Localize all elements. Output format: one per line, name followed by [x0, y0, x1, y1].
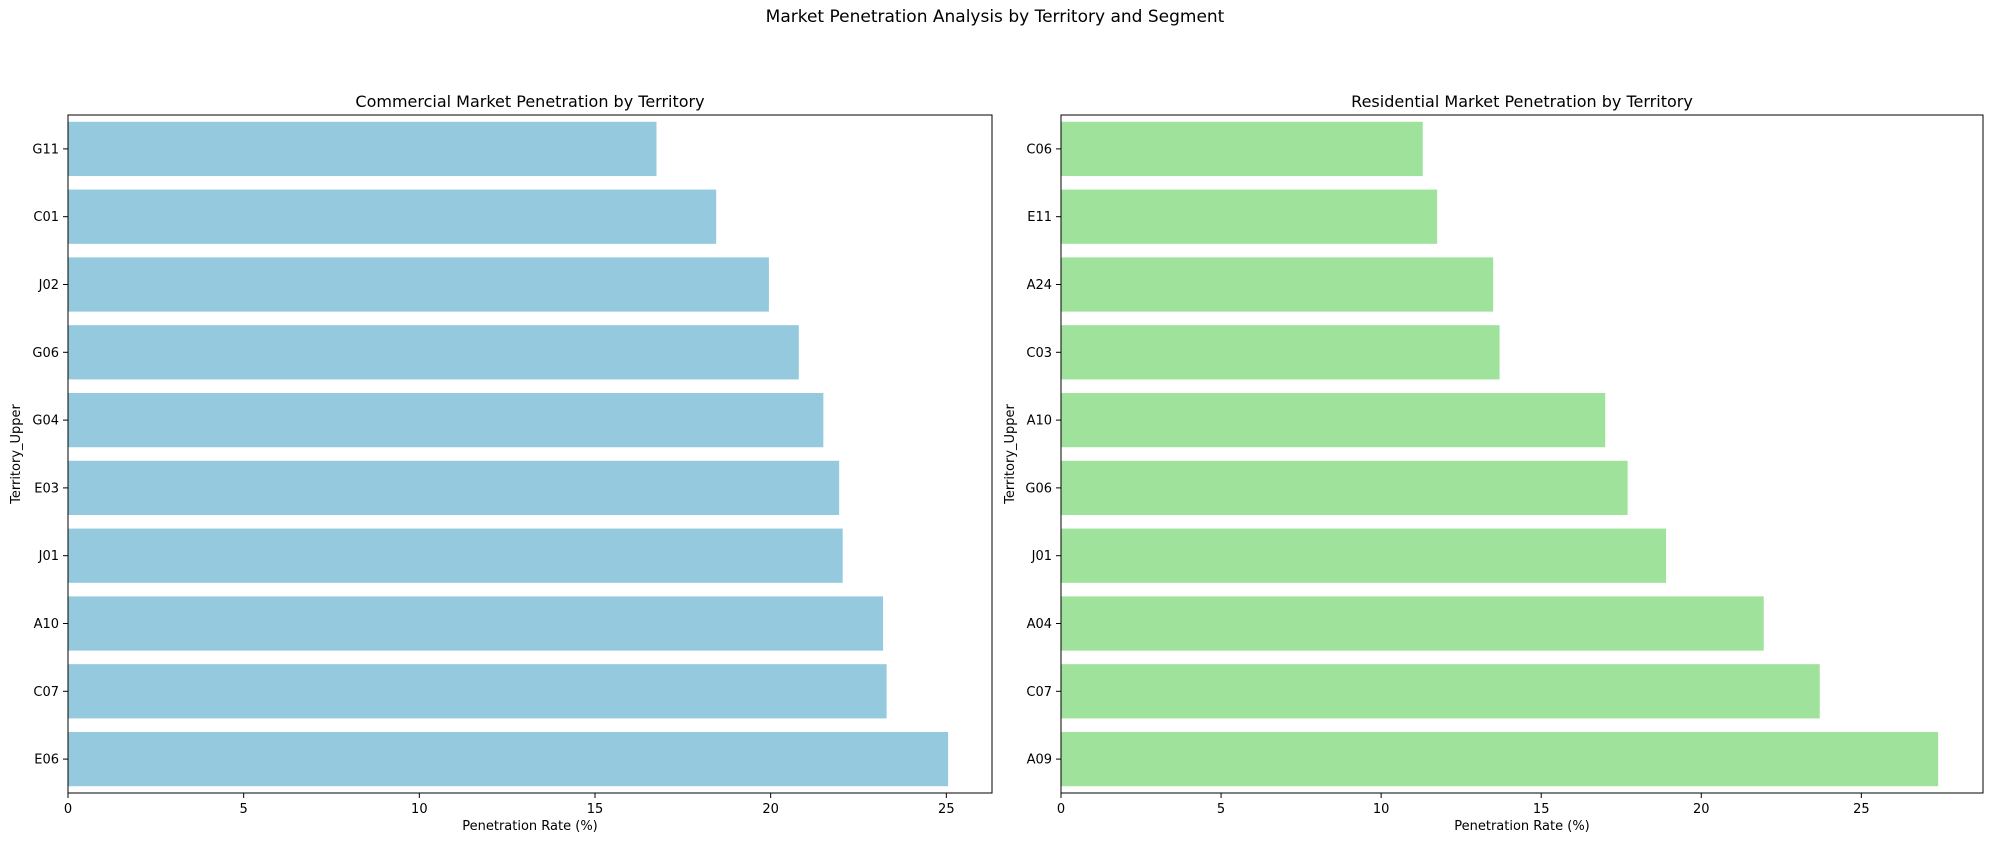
commercial-x-tick-label: 5	[240, 802, 248, 817]
residential-y-tick-label: J01	[1031, 549, 1052, 564]
residential-y-tick-label: A10	[1027, 414, 1052, 429]
residential-bar-a04	[1061, 596, 1764, 651]
residential-y-tick-label: C06	[1026, 142, 1052, 157]
residential-y-tick-label: C03	[1026, 346, 1052, 361]
commercial-bar-g11	[68, 121, 657, 177]
commercial-x-tick-label: 10	[411, 802, 428, 817]
residential-y-tick-label: C07	[1026, 685, 1052, 700]
residential-x-tick-label: 20	[1693, 802, 1710, 817]
residential-bar-c06	[1061, 121, 1423, 177]
commercial-x-tick-label: 20	[762, 802, 779, 817]
residential-plot-frame	[1060, 114, 1984, 794]
residential-x-tick-label: 25	[1853, 802, 1870, 817]
commercial-y-tick-label: J01	[38, 549, 59, 564]
residential-y-tick-label: G06	[1025, 481, 1052, 496]
commercial-bars	[68, 121, 949, 787]
commercial-bar-a10	[68, 596, 884, 651]
residential-x-tick-label: 0	[1057, 802, 1065, 817]
commercial-y-tick-label: G06	[32, 346, 59, 361]
commercial-x-ticks: 0 5 10 15 20 25	[64, 793, 955, 817]
commercial-bar-g04	[68, 392, 824, 448]
residential-x-tick-label: 10	[1373, 802, 1390, 817]
commercial-x-axis-label: Penetration Rate (%)	[462, 819, 598, 834]
residential-bar-a24	[1061, 257, 1494, 312]
commercial-bar-c01	[68, 189, 717, 244]
residential-bar-g06	[1061, 460, 1628, 516]
commercial-y-tick-label: J02	[38, 278, 59, 293]
commercial-y-tick-label: A10	[34, 617, 59, 632]
commercial-bar-e06	[68, 731, 949, 787]
residential-y-axis-label: Territory_Upper	[1003, 403, 1018, 504]
commercial-bar-j02	[68, 257, 769, 312]
commercial-bar-j01	[68, 528, 843, 583]
residential-y-tick-label: A09	[1027, 753, 1052, 768]
commercial-x-tick-label: 25	[938, 802, 955, 817]
residential-chart-title: Residential Market Penetration by Territ…	[1351, 92, 1693, 111]
residential-bar-c07	[1061, 664, 1820, 719]
commercial-bar-g06	[68, 325, 799, 380]
commercial-y-ticks: G11 C01 J02 G06 G04 E03 J01 A10 C07 E06	[32, 142, 68, 768]
commercial-y-axis-label: Territory_Upper	[9, 403, 24, 504]
residential-bar-j01	[1061, 528, 1667, 583]
commercial-chart-panel: Commercial Market Penetration by Territo…	[9, 92, 993, 834]
commercial-bar-e03	[68, 460, 840, 516]
commercial-bar-c07	[68, 664, 887, 719]
commercial-chart-title: Commercial Market Penetration by Territo…	[355, 92, 704, 111]
commercial-y-tick-label: E03	[34, 481, 59, 496]
residential-bar-c03	[1061, 325, 1500, 380]
figure-suptitle: Market Penetration Analysis by Territory…	[766, 7, 1225, 27]
residential-y-tick-label: E11	[1027, 210, 1052, 225]
residential-x-axis-label: Penetration Rate (%)	[1454, 819, 1590, 834]
residential-bar-a09	[1061, 731, 1939, 787]
commercial-x-tick-label: 15	[587, 802, 604, 817]
residential-bars	[1061, 121, 1939, 787]
residential-y-tick-label: A24	[1027, 278, 1052, 293]
residential-y-tick-label: A04	[1027, 617, 1052, 632]
commercial-y-tick-label: E06	[34, 753, 59, 768]
commercial-plot-frame	[67, 114, 993, 794]
residential-x-tick-label: 15	[1533, 802, 1550, 817]
commercial-y-tick-label: G11	[32, 142, 59, 157]
commercial-y-tick-label: C01	[33, 210, 59, 225]
residential-y-ticks: C06 E11 A24 C03 A10 G06 J01 A04 C07 A09	[1025, 142, 1061, 768]
commercial-x-tick-label: 0	[64, 802, 72, 817]
residential-chart-panel: Residential Market Penetration by Territ…	[1003, 92, 1984, 834]
commercial-y-tick-label: C07	[33, 685, 59, 700]
residential-bar-a10	[1061, 392, 1606, 448]
residential-x-ticks: 0 5 10 15 20 25	[1057, 793, 1870, 817]
residential-bar-e11	[1061, 189, 1438, 244]
commercial-y-tick-label: G04	[32, 414, 59, 429]
residential-x-tick-label: 5	[1217, 802, 1225, 817]
